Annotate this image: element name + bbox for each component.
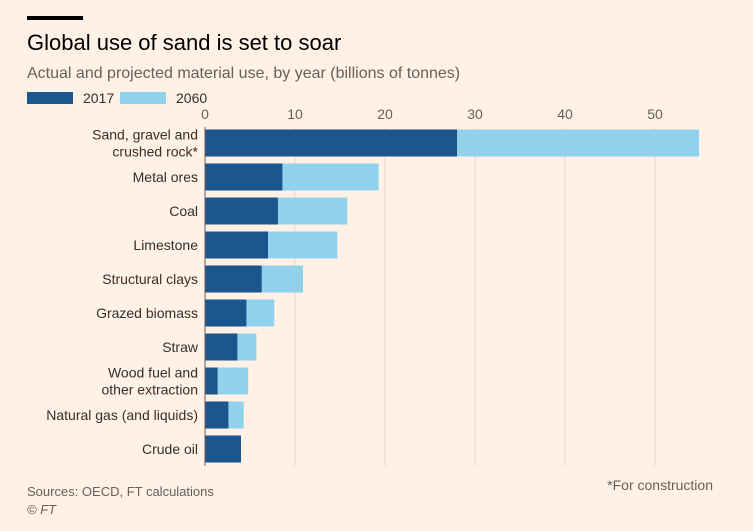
category-label: Wood fuel and (108, 365, 198, 381)
category-label: Coal (169, 203, 198, 219)
bar-2017 (205, 197, 278, 225)
x-tick-label: 10 (287, 106, 303, 122)
legend-item-2017: 2017 (27, 90, 114, 106)
ft-title-bar (27, 16, 83, 20)
copyright: © FT (27, 502, 57, 517)
sources: Sources: OECD, FT calculations (27, 484, 214, 499)
bar-2017 (205, 265, 262, 293)
bar-2017 (205, 333, 238, 361)
x-tick-label: 20 (377, 106, 393, 122)
bar-2017 (205, 367, 218, 395)
category-label: Structural clays (102, 271, 198, 287)
footnote: *For construction (607, 477, 713, 493)
category-label: Sand, gravel and (92, 127, 198, 143)
legend-swatch-2017 (27, 92, 73, 104)
chart-subtitle: Actual and projected material use, by ye… (27, 65, 461, 82)
bar-2017 (205, 163, 283, 191)
category-label: Limestone (133, 237, 198, 253)
x-tick-label: 30 (467, 106, 483, 122)
bar-2017 (205, 435, 241, 463)
legend-label: 2017 (83, 90, 115, 106)
category-label: other extraction (102, 382, 199, 398)
category-label: Straw (162, 339, 199, 355)
category-label: crushed rock* (112, 144, 198, 160)
category-label: Grazed biomass (96, 305, 198, 321)
x-tick-label: 40 (557, 106, 573, 122)
x-tick-label: 0 (201, 106, 209, 122)
bar-2017 (205, 231, 268, 259)
x-tick-label: 50 (647, 106, 663, 122)
bar-2017 (205, 299, 247, 327)
category-label: Metal ores (133, 169, 198, 185)
category-label: Natural gas (and liquids) (46, 407, 198, 423)
chart-title: Global use of sand is set to soar (27, 30, 342, 55)
category-label: Crude oil (142, 441, 198, 457)
legend-swatch-2060 (120, 92, 166, 104)
bar-2017 (205, 401, 229, 429)
bar-2017 (205, 129, 457, 157)
legend-label: 2060 (176, 90, 208, 106)
legend-item-2060: 2060 (120, 90, 207, 106)
